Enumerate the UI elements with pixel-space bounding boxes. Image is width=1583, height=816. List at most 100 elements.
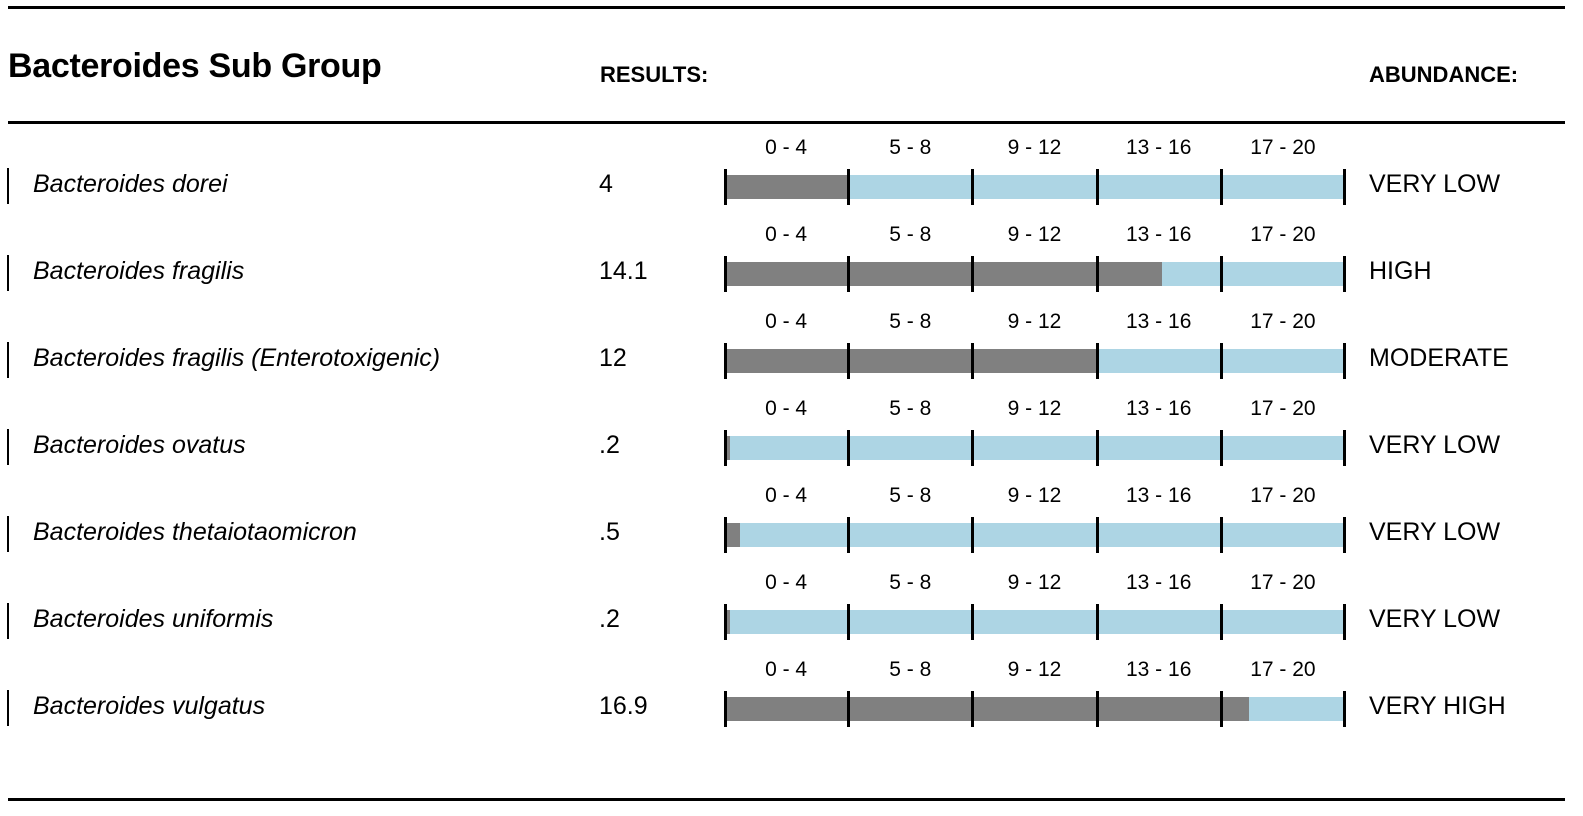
range-label: 17 - 20 — [1250, 658, 1316, 681]
bottom-rule — [8, 798, 1565, 801]
range-label: 5 - 8 — [889, 136, 932, 159]
range-label: 13 - 16 — [1125, 310, 1192, 333]
range-label: 17 - 20 — [1250, 571, 1316, 594]
segment-tick — [724, 256, 727, 292]
organism-name: Bacteroides vulgatus — [33, 692, 266, 720]
abundance-bar — [724, 169, 1346, 205]
abundance-fill — [724, 697, 1249, 721]
segment-tick — [1095, 691, 1099, 727]
segment-tick — [1095, 256, 1099, 292]
organism-name: Bacteroides ovatus — [33, 431, 246, 459]
range-label: 9 - 12 — [1007, 223, 1062, 246]
table-row: 0 - 4 5 - 8 9 - 12 13 - 16 17 - 20 Bacteroide… — [0, 485, 1583, 640]
abundance-level: VERY HIGH — [1369, 692, 1506, 720]
result-value: .5 — [599, 518, 620, 546]
segment-tick — [847, 691, 851, 727]
segment-tick — [724, 691, 727, 727]
range-label: 5 - 8 — [889, 310, 932, 333]
range-label: 13 - 16 — [1125, 223, 1192, 246]
segment-tick — [847, 256, 851, 292]
abundance-header: ABUNDANCE: — [1369, 62, 1519, 87]
range-label: 0 - 4 — [765, 310, 808, 333]
table-row: 0 - 4 5 - 8 9 - 12 13 - 16 17 - 20 Bacteroide… — [0, 137, 1583, 292]
segment-tick — [1095, 517, 1099, 553]
segment-tick — [847, 169, 851, 205]
abundance-fill — [724, 436, 731, 460]
range-label: 5 - 8 — [889, 223, 932, 246]
segment-tick — [1343, 430, 1346, 466]
abundance-level: VERY LOW — [1369, 431, 1501, 459]
row-marker — [7, 516, 9, 552]
range-label: 5 - 8 — [889, 571, 932, 594]
table-row: 0 - 4 5 - 8 9 - 12 13 - 16 17 - 20 Bacteroide… — [0, 398, 1583, 553]
range-label: 17 - 20 — [1250, 223, 1316, 246]
range-label: 9 - 12 — [1007, 658, 1062, 681]
segment-tick — [1343, 517, 1346, 553]
segment-tick — [1343, 691, 1346, 727]
abundance-fill — [724, 523, 740, 547]
segment-tick — [1219, 604, 1223, 640]
abundance-fill — [724, 175, 849, 199]
organism-name: Bacteroides fragilis (Enterotoxigenic) — [33, 344, 441, 372]
row-marker — [7, 603, 9, 639]
range-label: 17 - 20 — [1250, 136, 1316, 159]
segment-tick — [971, 691, 975, 727]
range-label: 0 - 4 — [765, 397, 808, 420]
row-marker — [7, 690, 9, 726]
range-label: 9 - 12 — [1007, 136, 1062, 159]
organism-name: Bacteroides fragilis — [33, 257, 245, 285]
segment-tick — [1095, 343, 1099, 379]
range-label: 0 - 4 — [765, 484, 808, 507]
range-label: 0 - 4 — [765, 136, 808, 159]
range-label: 5 - 8 — [889, 484, 932, 507]
segment-tick — [1343, 169, 1346, 205]
segment-tick — [1095, 604, 1099, 640]
segment-tick — [847, 604, 851, 640]
result-value: .2 — [599, 431, 620, 459]
result-value: 16.9 — [599, 692, 648, 720]
abundance-fill — [724, 349, 1097, 373]
abundance-level: MODERATE — [1369, 344, 1509, 372]
range-label: 13 - 16 — [1125, 484, 1192, 507]
top-rule — [8, 6, 1565, 9]
range-label: 9 - 12 — [1007, 310, 1062, 333]
range-label: 5 - 8 — [889, 658, 932, 681]
segment-tick — [724, 169, 727, 205]
segment-tick — [1343, 604, 1346, 640]
abundance-fill — [724, 262, 1162, 286]
result-value: 14.1 — [599, 257, 648, 285]
segment-tick — [1219, 256, 1223, 292]
segment-tick — [1219, 343, 1223, 379]
results-header: RESULTS: — [600, 62, 709, 87]
range-label: 9 - 12 — [1007, 397, 1062, 420]
range-label: 13 - 16 — [1125, 136, 1192, 159]
segment-tick — [1343, 256, 1346, 292]
segment-tick — [971, 430, 975, 466]
segment-tick — [1343, 343, 1346, 379]
abundance-bar — [724, 430, 1346, 466]
table-row: 0 - 4 5 - 8 9 - 12 13 - 16 17 - 20 Bacteroide… — [0, 50, 1583, 205]
row-marker — [7, 429, 9, 465]
abundance-bar — [724, 343, 1346, 379]
organism-name: Bacteroides thetaiotaomicron — [33, 518, 357, 546]
range-label: 5 - 8 — [889, 397, 932, 420]
row-marker — [7, 342, 9, 378]
abundance-level: VERY LOW — [1369, 518, 1501, 546]
organism-name: Bacteroides dorei — [33, 170, 228, 198]
header-rule — [8, 121, 1565, 124]
segment-tick — [1219, 169, 1223, 205]
abundance-bar — [724, 604, 1346, 640]
segment-tick — [847, 343, 851, 379]
segment-tick — [724, 430, 727, 466]
range-label: 13 - 16 — [1125, 397, 1192, 420]
segment-tick — [971, 169, 975, 205]
abundance-level: HIGH — [1369, 257, 1432, 285]
segment-tick — [971, 343, 975, 379]
organism-name: Bacteroides uniformis — [33, 605, 274, 633]
segment-tick — [971, 256, 975, 292]
segment-tick — [1219, 430, 1223, 466]
table-row: 0 - 4 5 - 8 9 - 12 13 - 16 17 - 20 Bacteroide… — [0, 224, 1583, 379]
segment-tick — [724, 604, 727, 640]
table-row: 0 - 4 5 - 8 9 - 12 13 - 16 17 - 20 Bacteroide… — [0, 311, 1583, 466]
abundance-level: VERY LOW — [1369, 170, 1501, 198]
